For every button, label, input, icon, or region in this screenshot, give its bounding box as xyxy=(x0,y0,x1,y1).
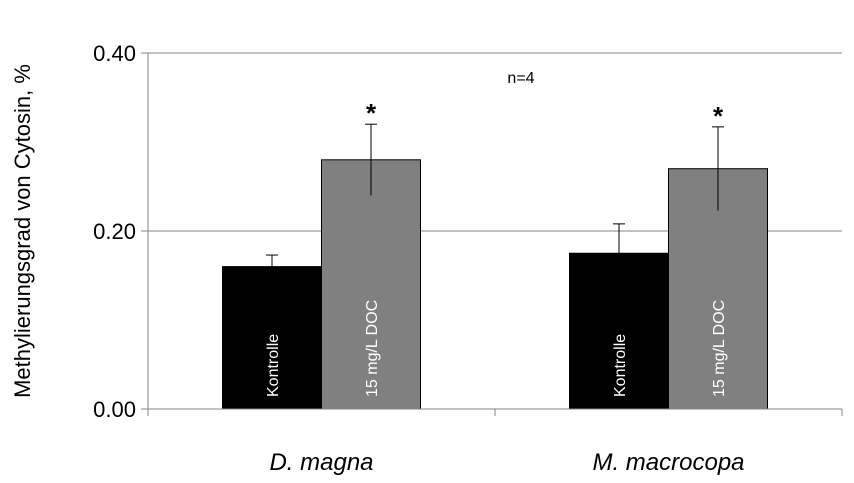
bar xyxy=(222,266,322,410)
bar-series-label: Kontrolle xyxy=(612,334,629,397)
y-axis-label: Methylierungsgrad von Cytosin, % xyxy=(10,64,35,398)
y-tick-label: 0.20 xyxy=(93,219,136,244)
bar-series-label: 15 mg/L DOC xyxy=(364,300,381,397)
x-category-label: M. macrocopa xyxy=(592,449,744,476)
y-tick-label: 0.00 xyxy=(93,397,136,422)
x-category-label: D. magna xyxy=(269,449,373,476)
y-tick-label: 0.40 xyxy=(93,41,136,66)
sample-size-annotation: n=4 xyxy=(507,70,534,87)
significance-marker: * xyxy=(713,101,724,131)
significance-marker: * xyxy=(366,98,377,128)
bar-series-label: 15 mg/L DOC xyxy=(711,300,728,397)
bars: Kontrolle * 15 mg/L DOC Kontrolle * 15 mg/L D… xyxy=(222,98,768,410)
axes: 0.00 0.20 0.40 D. magna M. macrocopa xyxy=(93,41,843,476)
bar-series-label: Kontrolle xyxy=(265,334,282,397)
bar xyxy=(668,168,768,410)
